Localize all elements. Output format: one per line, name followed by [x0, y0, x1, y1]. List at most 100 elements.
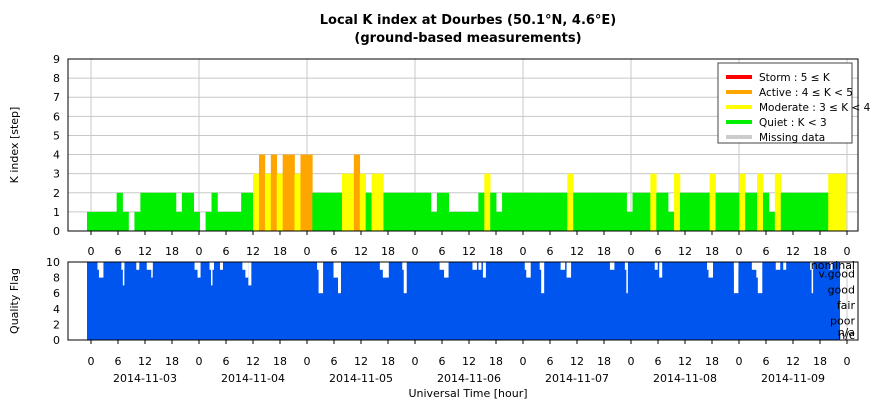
k-bar	[424, 192, 432, 231]
q-y-ticks: 0 2 4 6 8 10	[46, 256, 60, 347]
chart-title: Local K index at Dourbes (50.1°N, 4.6°E)	[320, 13, 617, 28]
legend-label: Active : 4 ≤ K < 5	[759, 87, 853, 99]
legend-label: Quiet : K < 3	[759, 117, 827, 129]
k-bar	[733, 192, 740, 231]
k-bar	[264, 173, 272, 231]
q-x-tick-label: 0	[196, 355, 203, 368]
k-bar	[679, 192, 687, 231]
k-bar	[389, 192, 396, 231]
k-bar	[537, 192, 544, 231]
q-x-tick-label: 12	[138, 355, 152, 368]
k-x-tick-label: 0	[736, 245, 743, 258]
k-bar	[840, 173, 847, 231]
k-bar	[288, 154, 295, 231]
k-x-tick-label: 6	[655, 245, 662, 258]
q-dip	[783, 262, 787, 270]
k-bar	[330, 192, 337, 231]
k-bar	[300, 154, 307, 231]
k-bar	[347, 173, 355, 231]
q-dip	[539, 262, 543, 270]
chart-subtitle: (ground-based measurements)	[354, 31, 581, 46]
k-bar	[508, 192, 515, 231]
q-x-ticks: 0 6 12 18 0 6 12 18 0 6 12 18 0 6 12 18 0 6 12 18 0 6 12 18 0 6 12…	[88, 340, 851, 368]
k-bar	[454, 211, 461, 231]
k-bar	[685, 192, 693, 231]
q-x-tick-label: 0	[628, 355, 635, 368]
q-dip	[136, 262, 140, 270]
q-x-tick-label: 6	[331, 355, 338, 368]
date-label: 2014-11-03	[113, 372, 177, 385]
q-dip	[219, 262, 223, 270]
q-level-label: v.good	[818, 268, 855, 281]
q-y-tick-label: 0	[53, 334, 60, 347]
k-bar	[703, 192, 710, 231]
q-x-tick-label: 18	[489, 355, 503, 368]
k-bar	[448, 211, 455, 231]
k-x-tick-label: 12	[570, 245, 584, 258]
k-y-tick-label: 5	[53, 129, 60, 142]
q-dip	[775, 262, 781, 270]
k-bar	[294, 173, 301, 231]
k-bar	[395, 192, 402, 231]
q-dip	[444, 262, 449, 278]
date-label: 2014-11-05	[329, 372, 393, 385]
q-x-tick-label: 6	[439, 355, 446, 368]
k-bar	[181, 192, 189, 231]
k-bar	[632, 192, 639, 231]
k-bar	[768, 211, 776, 231]
q-dip	[733, 262, 739, 294]
k-bar	[247, 192, 254, 231]
q-x-tick-label: 0	[304, 355, 311, 368]
k-bar	[229, 211, 236, 231]
legend-label: Missing data	[759, 132, 825, 144]
k-x-tick-label: 6	[439, 245, 446, 258]
q-y-tick-label: 8	[53, 272, 60, 285]
q-dip	[242, 262, 247, 270]
k-y-tick-label: 7	[53, 91, 60, 104]
k-bar	[816, 192, 823, 231]
x-axis-label: Universal Time [hour]	[408, 387, 527, 400]
q-dip	[403, 262, 407, 294]
q-x-tick-label: 12	[246, 355, 260, 368]
k-bar	[324, 192, 331, 231]
date-label: 2014-11-09	[761, 372, 825, 385]
k-x-tick-label: 0	[304, 245, 311, 258]
k-x-tick-label: 12	[786, 245, 800, 258]
q-dip	[318, 262, 324, 294]
k-bar	[774, 173, 782, 231]
k-x-tick-label: 0	[88, 245, 95, 258]
k-bar	[276, 173, 283, 231]
k-bar	[721, 192, 728, 231]
k-bar	[555, 192, 562, 231]
k-x-tick-label: 6	[763, 245, 770, 258]
k-bar	[223, 211, 230, 231]
k-x-tick-label: 18	[813, 245, 827, 258]
date-label: 2014-11-08	[653, 372, 717, 385]
k-bar	[567, 173, 574, 231]
q-dip	[560, 262, 566, 270]
k-x-tick-label: 6	[223, 245, 230, 258]
k-bar	[270, 154, 278, 231]
k-bar	[739, 173, 746, 231]
k-y-tick-label: 1	[53, 206, 60, 219]
k-bar	[92, 211, 100, 231]
k-bar	[140, 192, 147, 231]
k-bar	[365, 192, 372, 231]
k-bar	[691, 192, 699, 231]
k-bar	[318, 192, 325, 231]
q-x-tick-label: 6	[763, 355, 770, 368]
k-bar	[496, 211, 503, 231]
k-bar	[122, 211, 129, 231]
k-bar	[253, 173, 260, 231]
k-bar	[697, 192, 704, 231]
k-bar	[549, 192, 556, 231]
k-y-tick-label: 4	[53, 149, 60, 162]
q-level-label: good	[828, 283, 855, 296]
k-x-tick-label: 12	[678, 245, 692, 258]
q-dip	[97, 262, 99, 270]
k-bar	[211, 192, 218, 231]
q-x-tick-label: 18	[381, 355, 395, 368]
q-x-tick-label: 0	[88, 355, 95, 368]
k-y-ticks: 0 1 2 3 4 5 6 7 8 9	[53, 53, 60, 238]
k-bar	[371, 173, 378, 231]
